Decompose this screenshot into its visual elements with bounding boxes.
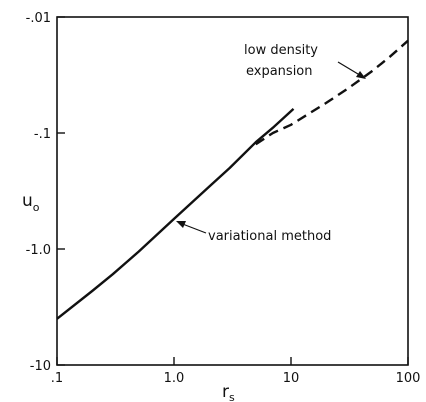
x-axis-label-subscript: s (229, 391, 235, 402)
plot-frame (56, 16, 409, 366)
axis-ticks (56, 16, 409, 366)
annotation-variational-arrowhead (176, 221, 186, 228)
variational-method-line (56, 108, 295, 320)
y-axis-label-main: u (22, 191, 33, 211)
annotation-variational-method: variational method (208, 229, 331, 244)
x-axis-label-main: r (222, 382, 229, 402)
low-density-expansion-line (255, 39, 409, 146)
y-axis-label: uo (22, 191, 40, 214)
annotation-low-density-line2: expansion (246, 64, 313, 79)
x-tick-label: 1.0 (164, 371, 185, 386)
x-tick-label: 10 (283, 371, 300, 386)
y-tick-label: -10 (30, 359, 51, 374)
axis-tick-labels: .1 1.0 10 100 -.01 -.1 -1.0 -10 (26, 11, 421, 386)
annotation-low-density-arrowhead (356, 71, 366, 79)
y-axis-label-subscript: o (33, 201, 40, 214)
x-axis-label: rs (222, 382, 235, 402)
annotation-low-density-line1: low density (244, 43, 318, 58)
x-tick-label: 100 (396, 371, 421, 386)
x-tick-label: .1 (51, 371, 63, 386)
y-tick-label: -.1 (34, 127, 51, 142)
y-tick-label: -.01 (26, 11, 51, 26)
series-layer (56, 39, 409, 320)
y-tick-label: -1.0 (26, 243, 51, 258)
